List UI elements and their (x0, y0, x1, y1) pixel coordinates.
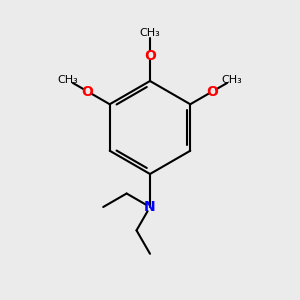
Text: CH₃: CH₃ (140, 28, 160, 38)
Text: O: O (206, 85, 218, 98)
Text: CH₃: CH₃ (58, 75, 79, 85)
Text: O: O (82, 85, 94, 98)
Text: CH₃: CH₃ (221, 75, 242, 85)
Text: O: O (144, 49, 156, 62)
Text: N: N (144, 200, 156, 214)
